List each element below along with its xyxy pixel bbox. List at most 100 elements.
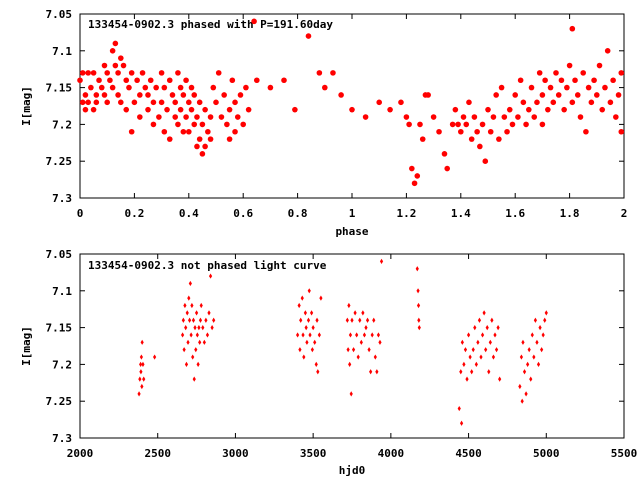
data-point — [531, 114, 538, 120]
data-point — [191, 92, 198, 98]
data-point — [479, 354, 483, 360]
x-tick-label: 5000 — [533, 447, 560, 460]
data-point — [509, 121, 516, 128]
data-point — [350, 317, 354, 323]
data-point — [316, 70, 323, 76]
data-point — [618, 128, 625, 135]
data-point — [369, 369, 373, 375]
data-point — [180, 332, 185, 338]
data-point — [175, 121, 181, 128]
data-point — [107, 77, 113, 84]
data-point — [112, 62, 119, 69]
tick-group: 2000 2500 3000 3500 4000 4500 5000 5500 7.05 7.1 7… — [46, 248, 638, 460]
data-point — [459, 420, 464, 426]
data-point — [490, 114, 497, 120]
y-tick-label: 7.05 — [46, 248, 73, 261]
y-axis-label: I[mag] — [20, 86, 33, 126]
data-point — [156, 114, 162, 120]
data-point — [303, 310, 307, 316]
data-point — [185, 310, 189, 316]
data-point — [305, 339, 309, 345]
data-point — [131, 99, 138, 106]
data-point — [79, 70, 86, 76]
data-point — [281, 77, 287, 84]
data-point — [183, 302, 187, 309]
data-point — [192, 376, 196, 382]
data-point — [348, 332, 353, 338]
data-point — [139, 70, 146, 76]
data-point — [183, 114, 189, 120]
data-point — [476, 339, 480, 345]
data-point — [543, 317, 547, 323]
data-point — [234, 114, 241, 120]
data-point — [180, 92, 187, 98]
data-point — [180, 128, 187, 135]
data-point — [512, 92, 518, 98]
data-point — [372, 317, 376, 323]
data-point — [187, 317, 192, 323]
data-point — [298, 347, 302, 353]
data-point — [194, 143, 200, 150]
x-tick-label: 0.8 — [288, 207, 308, 220]
chart-title: 133454-0902.3 phased with P=191.60day — [88, 18, 333, 31]
data-point — [349, 106, 355, 113]
data-point — [580, 70, 586, 76]
x-tick-label: 0.6 — [233, 207, 253, 220]
data-point — [379, 258, 384, 264]
data-point — [491, 354, 496, 360]
data-point — [346, 347, 350, 353]
data-point — [430, 114, 437, 120]
data-point — [109, 48, 116, 54]
data-point — [126, 84, 132, 91]
data-point — [615, 92, 622, 98]
data-point — [398, 99, 404, 106]
data-point — [118, 55, 124, 61]
data-point — [365, 317, 370, 323]
data-point — [409, 165, 415, 172]
data-point — [204, 317, 208, 323]
data-point — [205, 128, 211, 135]
data-point — [613, 114, 619, 120]
data-point — [485, 325, 489, 331]
data-point — [536, 70, 543, 76]
x-tick-label: 1.6 — [505, 207, 525, 220]
data-point — [555, 92, 562, 98]
data-point — [376, 332, 381, 338]
data-point — [517, 77, 524, 84]
data-point — [202, 143, 208, 150]
data-point — [367, 347, 371, 353]
x-tick-label: 2000 — [67, 447, 94, 460]
data-point — [359, 339, 363, 345]
data-point — [199, 151, 206, 157]
data-point — [474, 361, 478, 367]
data-point — [120, 62, 127, 69]
data-point — [547, 84, 554, 91]
data-point — [375, 369, 379, 375]
data-point — [599, 106, 606, 113]
data-point — [319, 295, 323, 301]
data-point — [198, 317, 203, 323]
data-point — [550, 99, 557, 106]
data-point — [425, 92, 431, 98]
data-point — [504, 128, 510, 135]
data-point — [93, 99, 100, 106]
data-point — [317, 332, 321, 338]
x-tick-label: 4000 — [378, 447, 405, 460]
data-point — [243, 84, 249, 91]
data-point — [358, 317, 362, 323]
data-point — [487, 128, 494, 135]
data-point — [306, 317, 311, 323]
x-tick-label: 0.4 — [179, 207, 199, 220]
data-point — [137, 391, 141, 397]
data-point — [315, 317, 319, 323]
data-point — [150, 121, 157, 128]
data-point — [212, 317, 216, 323]
data-point — [515, 114, 521, 120]
x-axis-label: phase — [335, 225, 368, 238]
data-point — [166, 136, 173, 142]
data-point — [137, 92, 143, 98]
data-point — [221, 92, 227, 98]
data-point — [602, 84, 608, 91]
y-tick-label: 7.15 — [46, 322, 73, 335]
